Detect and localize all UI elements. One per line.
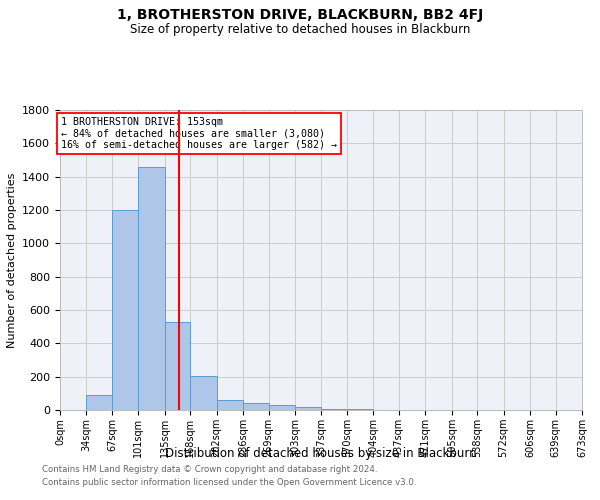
Text: 1 BROTHERSTON DRIVE: 153sqm
← 84% of detached houses are smaller (3,080)
16% of : 1 BROTHERSTON DRIVE: 153sqm ← 84% of det…	[61, 116, 337, 150]
Text: Size of property relative to detached houses in Blackburn: Size of property relative to detached ho…	[130, 22, 470, 36]
Bar	[112, 210, 139, 410]
Y-axis label: Number of detached properties: Number of detached properties	[7, 172, 17, 348]
Bar	[217, 400, 243, 410]
Text: Contains HM Land Registry data © Crown copyright and database right 2024.: Contains HM Land Registry data © Crown c…	[42, 466, 377, 474]
Bar	[322, 408, 347, 410]
Bar	[243, 402, 269, 410]
Text: Contains public sector information licensed under the Open Government Licence v3: Contains public sector information licen…	[42, 478, 416, 487]
Bar	[269, 405, 295, 410]
Bar	[139, 166, 165, 410]
Text: Distribution of detached houses by size in Blackburn: Distribution of detached houses by size …	[165, 448, 477, 460]
Text: 1, BROTHERSTON DRIVE, BLACKBURN, BB2 4FJ: 1, BROTHERSTON DRIVE, BLACKBURN, BB2 4FJ	[117, 8, 483, 22]
Bar	[190, 376, 217, 410]
Bar	[86, 395, 112, 410]
Bar	[347, 409, 373, 410]
Bar	[295, 407, 322, 410]
Bar	[165, 322, 190, 410]
